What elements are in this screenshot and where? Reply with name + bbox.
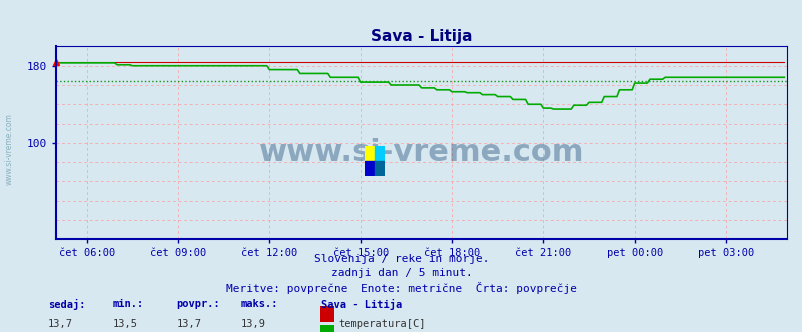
Title: Sava - Litija: Sava - Litija	[371, 29, 472, 44]
Text: temperatura[C]: temperatura[C]	[338, 319, 426, 329]
Text: www.si-vreme.com: www.si-vreme.com	[258, 138, 584, 167]
Text: sedaj:: sedaj:	[48, 299, 86, 310]
Bar	[365, 146, 375, 161]
Text: 13,9: 13,9	[241, 319, 265, 329]
Bar	[375, 146, 385, 161]
Text: min.:: min.:	[112, 299, 144, 309]
Text: 13,5: 13,5	[112, 319, 137, 329]
Bar	[365, 161, 375, 176]
Text: Meritve: povprečne  Enote: metrične  Črta: povprečje: Meritve: povprečne Enote: metrične Črta:…	[225, 282, 577, 294]
Bar	[375, 161, 385, 176]
Text: Sava - Litija: Sava - Litija	[321, 299, 402, 310]
Text: 13,7: 13,7	[176, 319, 201, 329]
Text: povpr.:: povpr.:	[176, 299, 220, 309]
Text: maks.:: maks.:	[241, 299, 278, 309]
Text: Slovenija / reke in morje.: Slovenija / reke in morje.	[314, 254, 488, 264]
Text: zadnji dan / 5 minut.: zadnji dan / 5 minut.	[330, 268, 472, 278]
Text: 13,7: 13,7	[48, 319, 73, 329]
Text: www.si-vreme.com: www.si-vreme.com	[5, 114, 14, 185]
